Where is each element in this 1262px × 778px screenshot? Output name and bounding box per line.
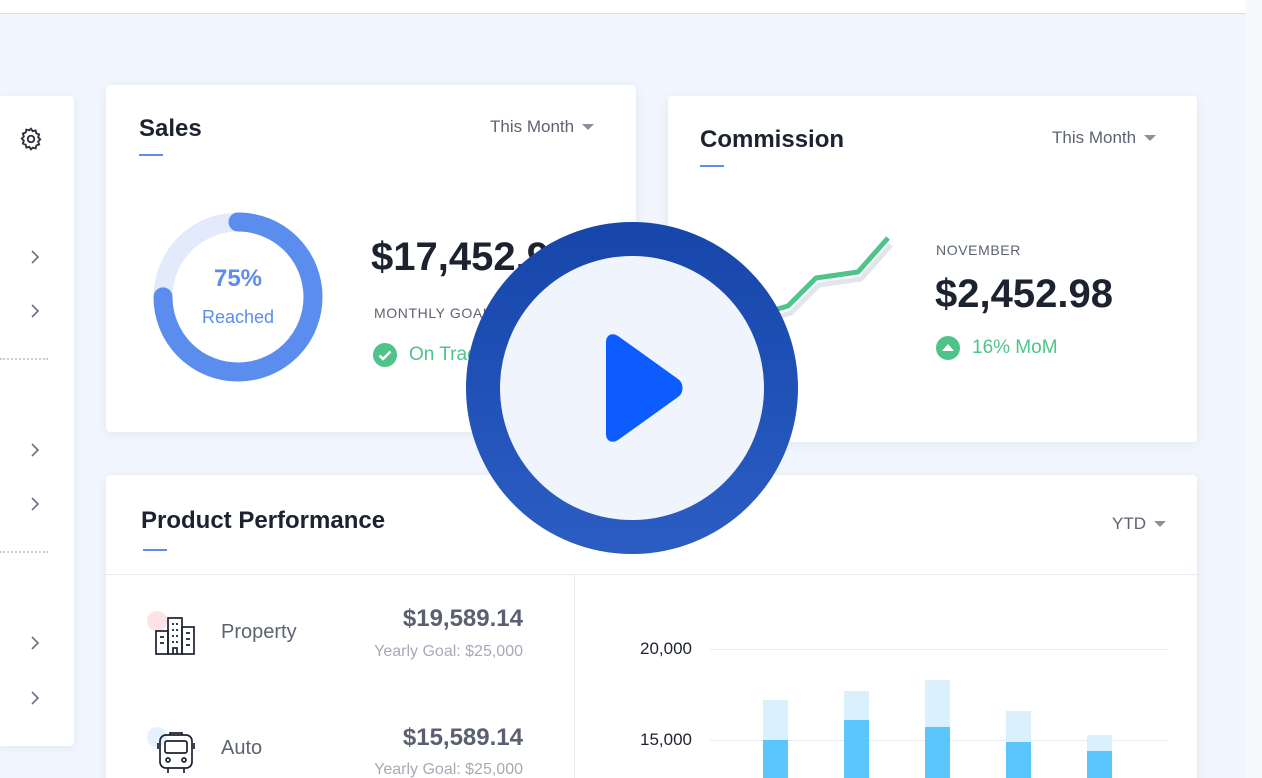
gear-icon[interactable]: [18, 126, 44, 152]
progress-caption: Reached: [201, 307, 275, 327]
product-performance-title: Product Performance: [141, 507, 386, 534]
donut-progress-arc: [153, 212, 323, 382]
icon-highlight: [147, 727, 167, 747]
chevron-right-icon[interactable]: [29, 250, 41, 264]
dropdown-label: This Month: [490, 117, 575, 136]
caret-down-icon: [1144, 135, 1157, 141]
chevron-right-icon[interactable]: [29, 443, 41, 457]
chevron-right-icon[interactable]: [29, 304, 41, 318]
caret-down-icon: [582, 124, 595, 130]
caret-down-icon: [1154, 521, 1166, 527]
play-icon: [606, 334, 683, 442]
sales-title: Sales: [139, 115, 202, 142]
bar-achieved: [1087, 750, 1112, 778]
divider: [0, 551, 48, 553]
bar-achieved: [1006, 741, 1031, 778]
title-underline: [700, 165, 724, 167]
product-goal: Yearly Goal: $25,000: [374, 643, 523, 660]
y-tick-label: 15,000: [640, 730, 692, 749]
bar-achieved: [763, 740, 788, 778]
up-arrow-circle-icon: [936, 336, 960, 360]
commission-amount: $2,452.98: [935, 272, 1113, 316]
bar-achieved: [925, 727, 950, 778]
check-circle-icon: [373, 343, 397, 367]
progress-percent: 75%: [213, 265, 263, 292]
month-label: NOVEMBER: [936, 242, 1021, 258]
dropdown-label: This Month: [1052, 128, 1137, 147]
bus-icon: [157, 732, 195, 773]
sales-period-dropdown[interactable]: This Month: [490, 117, 595, 137]
icon-highlight: [147, 611, 167, 631]
commission-period-dropdown[interactable]: This Month: [1052, 128, 1157, 148]
header-divider: [106, 574, 1197, 575]
commission-change: 16% MoM: [936, 336, 1058, 360]
product-amount: $15,589.14: [402, 724, 523, 751]
chevron-right-icon[interactable]: [29, 497, 41, 511]
y-tick-label: 20,000: [640, 639, 692, 658]
chevron-right-icon[interactable]: [29, 636, 41, 650]
product-label: Auto: [221, 737, 263, 759]
gridline: [710, 649, 1167, 650]
product-label: Property: [221, 621, 297, 643]
ytd-dropdown[interactable]: YTD: [1112, 514, 1166, 534]
building-icon: [155, 617, 195, 655]
bar-achieved: [844, 719, 869, 778]
title-underline: [143, 549, 167, 551]
divider: [0, 358, 48, 360]
commission-title: Commission: [700, 126, 845, 153]
change-text: 16% MoM: [972, 337, 1058, 358]
commission-sparkline: [759, 236, 893, 324]
column-divider: [574, 574, 575, 778]
right-scroll-gutter: [1246, 0, 1262, 778]
commission-card: Commission This Month NOVEMBER $2,452.98…: [668, 96, 1197, 442]
sidebar: [0, 96, 74, 746]
title-underline: [139, 154, 163, 156]
product-amount: $19,589.14: [402, 605, 523, 632]
status-text: On Track: [409, 344, 487, 365]
top-bar: [0, 0, 1246, 14]
product-goal: Yearly Goal: $25,000: [374, 761, 523, 778]
dropdown-label: YTD: [1112, 514, 1146, 533]
sales-status: On Track: [373, 343, 486, 367]
video-play-button[interactable]: [466, 222, 798, 554]
chevron-right-icon[interactable]: [29, 691, 41, 705]
progress-donut: [153, 212, 323, 382]
monthly-goal-label: MONTHLY GOAL: [374, 305, 492, 321]
